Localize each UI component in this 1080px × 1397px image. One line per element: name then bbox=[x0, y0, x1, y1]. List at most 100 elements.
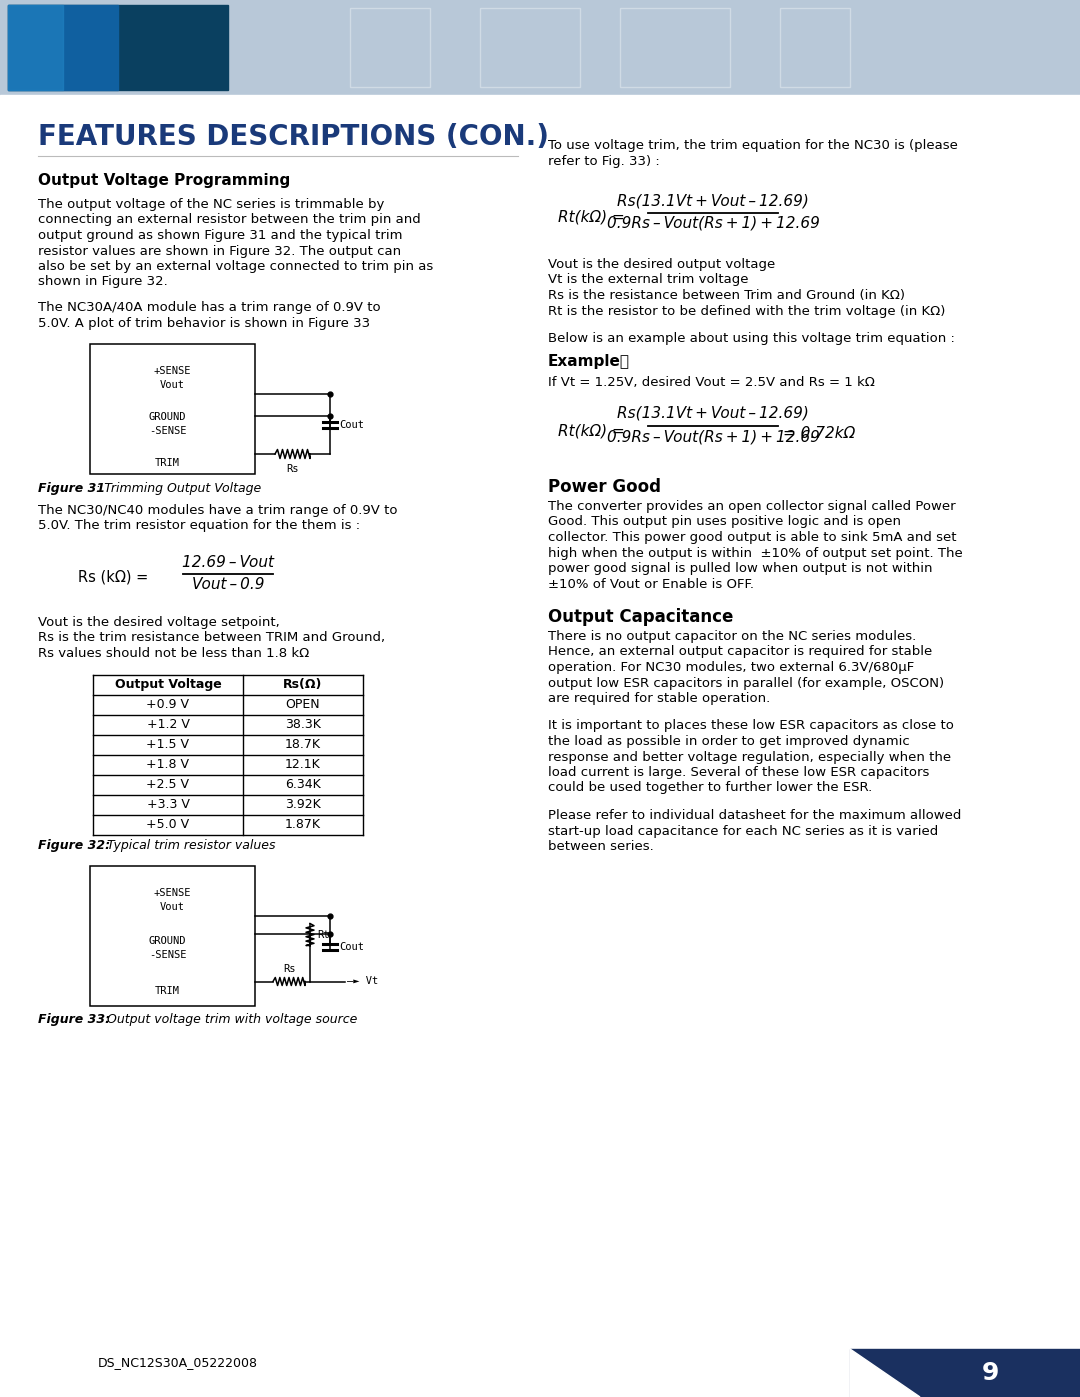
Text: Output voltage trim with voltage source: Output voltage trim with voltage source bbox=[103, 1013, 357, 1027]
Text: Figure 31: Figure 31 bbox=[38, 482, 105, 495]
Bar bbox=[90, 344, 255, 474]
Text: There is no output capacitor on the NC series modules.: There is no output capacitor on the NC s… bbox=[548, 630, 916, 643]
Text: load current is large. Several of these low ESR capacitors: load current is large. Several of these … bbox=[548, 766, 930, 780]
Text: -SENSE: -SENSE bbox=[149, 950, 186, 960]
Bar bbox=[0, 0, 1080, 95]
Text: Below is an example about using this voltage trim equation :: Below is an example about using this vol… bbox=[548, 332, 955, 345]
Bar bbox=[350, 8, 430, 87]
Bar bbox=[8, 6, 118, 89]
Text: TRIM: TRIM bbox=[156, 985, 180, 996]
Text: Output Voltage: Output Voltage bbox=[114, 678, 221, 692]
Text: The output voltage of the NC series is trimmable by: The output voltage of the NC series is t… bbox=[38, 198, 384, 211]
Text: output low ESR capacitors in parallel (for example, OSCON): output low ESR capacitors in parallel (f… bbox=[548, 676, 944, 690]
Text: Rt(kΩ) =: Rt(kΩ) = bbox=[558, 210, 624, 225]
Text: +5.0 V: +5.0 V bbox=[147, 819, 190, 831]
Text: It is important to places these low ESR capacitors as close to: It is important to places these low ESR … bbox=[548, 719, 954, 732]
Text: Vout is the desired voltage setpoint,: Vout is the desired voltage setpoint, bbox=[38, 616, 280, 629]
Text: start-up load capacitance for each NC series as it is varied: start-up load capacitance for each NC se… bbox=[548, 824, 939, 837]
Text: Rt(kΩ) =: Rt(kΩ) = bbox=[558, 423, 624, 439]
Text: shown in Figure 32.: shown in Figure 32. bbox=[38, 275, 167, 289]
Text: +1.2 V: +1.2 V bbox=[147, 718, 189, 731]
Text: Vout – 0.9: Vout – 0.9 bbox=[192, 577, 265, 592]
Text: 5.0V. The trim resistor equation for the them is :: 5.0V. The trim resistor equation for the… bbox=[38, 520, 360, 532]
Text: Power Good: Power Good bbox=[548, 478, 661, 496]
Text: Rt: Rt bbox=[318, 929, 329, 940]
Text: between series.: between series. bbox=[548, 840, 653, 854]
Text: are required for stable operation.: are required for stable operation. bbox=[548, 692, 770, 705]
Text: GROUND: GROUND bbox=[149, 936, 186, 946]
Text: high when the output is within  ±10% of output set point. The: high when the output is within ±10% of o… bbox=[548, 546, 962, 560]
Text: Vout is the desired output voltage: Vout is the desired output voltage bbox=[548, 258, 775, 271]
Text: Please refer to individual datasheet for the maximum allowed: Please refer to individual datasheet for… bbox=[548, 809, 961, 821]
Text: Rs: Rs bbox=[286, 464, 299, 474]
Text: ±10% of Vout or Enable is OFF.: ±10% of Vout or Enable is OFF. bbox=[548, 577, 754, 591]
Bar bbox=[850, 1350, 1080, 1397]
Bar bbox=[90, 866, 255, 1006]
Text: —► Vt: —► Vt bbox=[347, 977, 378, 986]
Text: +0.9 V: +0.9 V bbox=[147, 698, 189, 711]
Text: Output Voltage Programming: Output Voltage Programming bbox=[38, 173, 291, 189]
Text: collector. This power good output is able to sink 5mA and set: collector. This power good output is abl… bbox=[548, 531, 957, 543]
Text: Rs (kΩ) =: Rs (kΩ) = bbox=[78, 570, 148, 585]
Polygon shape bbox=[850, 1350, 920, 1397]
Text: Figure 33:: Figure 33: bbox=[38, 1013, 110, 1027]
Text: also be set by an external voltage connected to trim pin as: also be set by an external voltage conne… bbox=[38, 260, 433, 272]
Text: Rs(13.1Vt + Vout – 12.69): Rs(13.1Vt + Vout – 12.69) bbox=[617, 193, 809, 208]
Text: 0.9Rs – Vout(Rs + 1) + 12.69: 0.9Rs – Vout(Rs + 1) + 12.69 bbox=[607, 429, 820, 444]
Text: TRIM: TRIM bbox=[156, 458, 180, 468]
Text: could be used together to further lower the ESR.: could be used together to further lower … bbox=[548, 781, 873, 795]
Bar bbox=[8, 6, 228, 89]
Text: GROUND: GROUND bbox=[149, 412, 186, 422]
Text: Cout: Cout bbox=[339, 942, 364, 951]
Text: Rt is the resistor to be defined with the trim voltage (in KΩ): Rt is the resistor to be defined with th… bbox=[548, 305, 945, 317]
Text: Rs values should not be less than 1.8 kΩ: Rs values should not be less than 1.8 kΩ bbox=[38, 647, 309, 659]
Bar bbox=[780, 8, 850, 87]
Text: 6.34K: 6.34K bbox=[285, 778, 321, 791]
Text: Cout: Cout bbox=[339, 420, 364, 430]
Text: +2.5 V: +2.5 V bbox=[147, 778, 189, 791]
Text: Output Capacitance: Output Capacitance bbox=[548, 608, 733, 626]
Text: -SENSE: -SENSE bbox=[149, 426, 186, 436]
Text: operation. For NC30 modules, two external 6.3V/680μF: operation. For NC30 modules, two externa… bbox=[548, 661, 915, 673]
Text: the load as possible in order to get improved dynamic: the load as possible in order to get imp… bbox=[548, 735, 909, 747]
Text: To use voltage trim, the trim equation for the NC30 is (please: To use voltage trim, the trim equation f… bbox=[548, 138, 958, 152]
Text: Rs(Ω): Rs(Ω) bbox=[283, 678, 323, 692]
Text: If Vt = 1.25V, desired Vout = 2.5V and Rs = 1 kΩ: If Vt = 1.25V, desired Vout = 2.5V and R… bbox=[548, 376, 875, 388]
Text: resistor values are shown in Figure 32. The output can: resistor values are shown in Figure 32. … bbox=[38, 244, 401, 257]
Text: 18.7K: 18.7K bbox=[285, 738, 321, 752]
Text: DS_NC12S30A_05222008: DS_NC12S30A_05222008 bbox=[98, 1356, 258, 1369]
Text: The NC30A/40A module has a trim range of 0.9V to: The NC30A/40A module has a trim range of… bbox=[38, 300, 380, 314]
Text: Vout: Vout bbox=[160, 380, 185, 390]
Text: FEATURES DESCRIPTIONS (CON.): FEATURES DESCRIPTIONS (CON.) bbox=[38, 123, 549, 151]
Text: connecting an external resistor between the trim pin and: connecting an external resistor between … bbox=[38, 214, 421, 226]
Text: refer to Fig. 33) :: refer to Fig. 33) : bbox=[548, 155, 660, 168]
Bar bbox=[480, 8, 580, 87]
Text: Good. This output pin uses positive logic and is open: Good. This output pin uses positive logi… bbox=[548, 515, 901, 528]
Text: +SENSE: +SENSE bbox=[153, 366, 191, 376]
Text: Vout: Vout bbox=[160, 901, 185, 911]
Text: Vt is the external trim voltage: Vt is the external trim voltage bbox=[548, 274, 748, 286]
Text: The NC30/NC40 modules have a trim range of 0.9V to: The NC30/NC40 modules have a trim range … bbox=[38, 504, 397, 517]
Text: 9: 9 bbox=[982, 1361, 999, 1384]
Text: = 0.72kΩ: = 0.72kΩ bbox=[783, 426, 855, 441]
Text: Typical trim resistor values: Typical trim resistor values bbox=[103, 840, 275, 852]
Text: Hence, an external output capacitor is required for stable: Hence, an external output capacitor is r… bbox=[548, 645, 932, 658]
Text: output ground as shown Figure 31 and the typical trim: output ground as shown Figure 31 and the… bbox=[38, 229, 403, 242]
Text: power good signal is pulled low when output is not within: power good signal is pulled low when out… bbox=[548, 562, 932, 576]
Text: 38.3K: 38.3K bbox=[285, 718, 321, 731]
Text: The converter provides an open collector signal called Power: The converter provides an open collector… bbox=[548, 500, 956, 513]
Text: 1.87K: 1.87K bbox=[285, 819, 321, 831]
Text: +SENSE: +SENSE bbox=[153, 887, 191, 897]
Text: 5.0V. A plot of trim behavior is shown in Figure 33: 5.0V. A plot of trim behavior is shown i… bbox=[38, 317, 370, 330]
Text: +1.8 V: +1.8 V bbox=[147, 759, 189, 771]
Text: +1.5 V: +1.5 V bbox=[147, 738, 189, 752]
Text: 12.69 – Vout: 12.69 – Vout bbox=[183, 555, 274, 570]
Text: OPEN: OPEN bbox=[286, 698, 321, 711]
Text: Rs(13.1Vt + Vout – 12.69): Rs(13.1Vt + Vout – 12.69) bbox=[617, 407, 809, 420]
Bar bbox=[8, 6, 63, 89]
Text: 3.92K: 3.92K bbox=[285, 798, 321, 812]
Text: Rs: Rs bbox=[283, 964, 295, 975]
Bar bbox=[620, 8, 730, 87]
Text: Rs is the trim resistance between TRIM and Ground,: Rs is the trim resistance between TRIM a… bbox=[38, 631, 386, 644]
Text: : Trimming Output Voltage: : Trimming Output Voltage bbox=[96, 482, 261, 495]
